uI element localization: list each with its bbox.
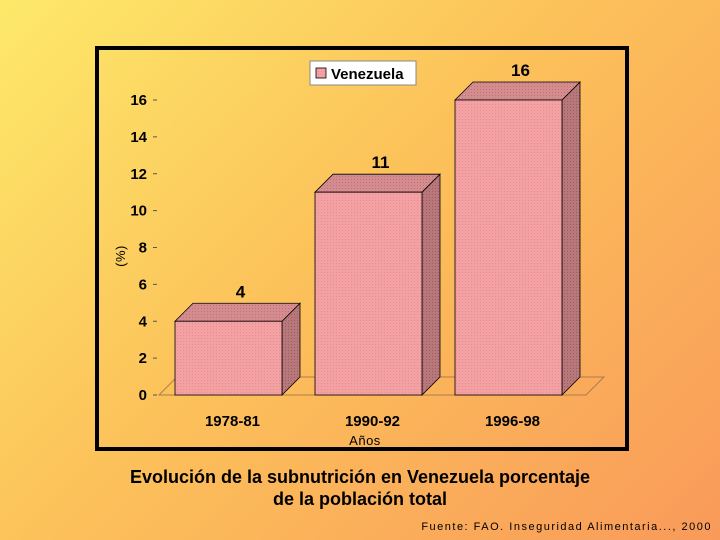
x-tick-label: 1978-81: [205, 413, 260, 430]
legend: Venezuela: [309, 60, 417, 86]
bar-front: [174, 320, 283, 396]
bar-side: [421, 173, 441, 396]
bar-top: [314, 173, 441, 193]
bar-top: [174, 302, 301, 322]
source-note: Fuente: FAO. Inseguridad Alimentaria...,…: [421, 521, 712, 533]
data-label: 16: [511, 61, 530, 80]
bar-front: [314, 191, 423, 396]
y-tick-label: 16: [130, 92, 147, 109]
data-label: 4: [236, 282, 246, 301]
bar: [454, 81, 581, 396]
y-tick-label: 6: [139, 276, 147, 293]
chart-floor: [157, 376, 606, 396]
y-tick-label: 12: [130, 166, 147, 183]
x-axis-title: Años: [349, 433, 381, 447]
y-tick-label: 2: [139, 350, 147, 367]
bar-front: [454, 99, 563, 396]
bar: [174, 302, 301, 396]
caption-line-1: Evolución de la subnutrición en Venezuel…: [129, 467, 591, 487]
x-tick-label: 1990-92: [345, 413, 400, 430]
x-tick-label: 1996-98: [485, 413, 540, 430]
bar-top: [454, 81, 581, 101]
legend-label: Venezuela: [331, 66, 404, 83]
legend-swatch: [315, 67, 327, 79]
y-tick-label: 0: [139, 387, 147, 404]
data-label: 11: [372, 153, 390, 172]
y-tick-label: 4: [139, 313, 148, 330]
legend-box: [309, 60, 417, 86]
bar-chart: 0 2 4 6 8 10 12 14 16 4 1978-81 11 1990-92 16 1996-98…: [113, 60, 606, 447]
y-axis-title: (%): [113, 245, 128, 267]
bar-side: [561, 81, 581, 396]
caption-line-2: de la población total: [272, 489, 447, 509]
y-tick-label: 8: [139, 240, 147, 257]
y-tick-label: 10: [130, 203, 147, 220]
y-tick-label: 14: [130, 129, 147, 146]
chart-frame: 0 2 4 6 8 10 12 14 16 4 1978-81 11 1990-92 16 1996-98…: [95, 46, 629, 451]
chart-caption: Evolución de la subnutrición en Venezuel…: [0, 466, 720, 510]
bar: [314, 173, 441, 396]
